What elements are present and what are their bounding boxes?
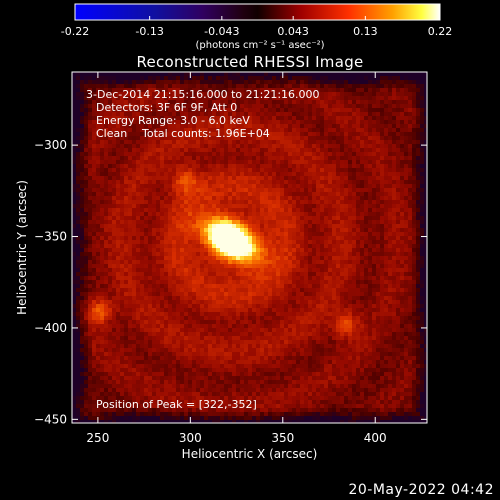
time-range-text: 3-Dec-2014 21:15:16.000 to 21:21:16.000 xyxy=(86,88,320,101)
colorbar-tick-label: 0.22 xyxy=(428,25,453,38)
heatmap-image xyxy=(72,72,427,423)
x-tick-label: 250 xyxy=(86,431,109,445)
colorbar xyxy=(74,3,441,21)
detectors-text: Detectors: 3F 6F 9F, Att 0 xyxy=(96,101,238,114)
total-counts-text: Total counts: 1.96E+04 xyxy=(142,127,270,140)
x-tick-label: 300 xyxy=(179,431,202,445)
y-tick-label: −450 xyxy=(34,412,67,426)
colorbar-tick-label: -0.13 xyxy=(135,25,163,38)
plot-timestamp: 20-May-2022 04:42 xyxy=(348,482,494,498)
plot-title: Reconstructed RHESSI Image xyxy=(136,53,364,71)
x-axis-label: Heliocentric X (arcsec) xyxy=(182,447,318,461)
colorbar-tick-label: 0.043 xyxy=(277,25,309,38)
plot-axes: 250 300 350 400 −450 −400 −350 −300 Heliocentric… xyxy=(15,72,427,461)
energy-range-text: Energy Range: 3.0 - 6.0 keV xyxy=(96,114,250,127)
y-axis-label: Heliocentric Y (arcsec) xyxy=(15,180,29,315)
colorbar-tick-label: -0.043 xyxy=(204,25,239,38)
colorbar-ticks: -0.22 -0.13 -0.043 0.043 0.13 0.22 xyxy=(61,16,452,38)
x-tick-label: 400 xyxy=(364,431,387,445)
peak-position-text: Position of Peak = [322,-352] xyxy=(96,398,257,411)
colorbar-unit-label: (photons cm⁻² s⁻¹ asec⁻²) xyxy=(195,40,325,51)
colorbar-tick-label: 0.13 xyxy=(353,25,378,38)
plot-frame xyxy=(71,71,428,424)
x-tick-label: 350 xyxy=(271,431,294,445)
colorbar-tick-label: -0.22 xyxy=(61,25,89,38)
y-tick-label: −300 xyxy=(34,138,67,152)
algorithm-text: Clean xyxy=(96,127,128,140)
y-tick-label: −400 xyxy=(34,321,67,335)
y-tick-label: −350 xyxy=(34,230,67,244)
